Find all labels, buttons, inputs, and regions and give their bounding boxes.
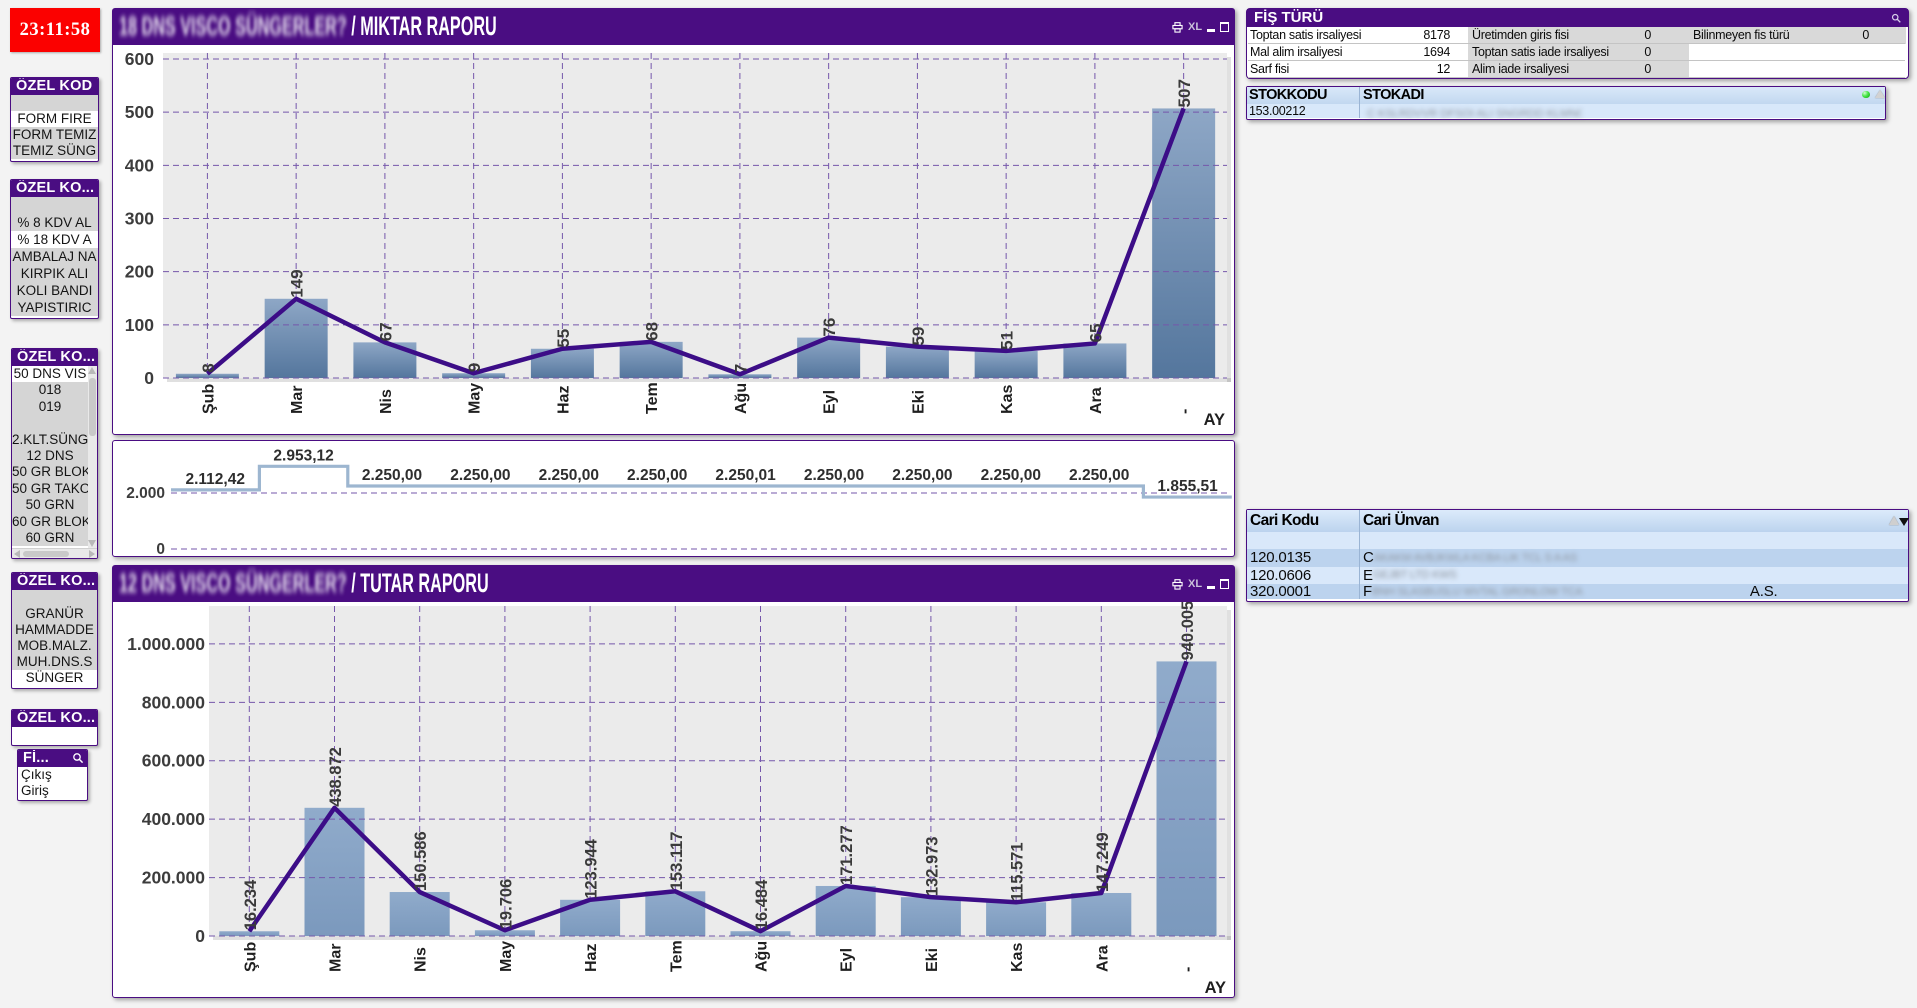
svg-text:AY: AY [1204,411,1225,429]
svg-text:132.973: 132.973 [923,837,941,897]
svg-text:67: 67 [376,322,395,341]
svg-text:2.250,00: 2.250,00 [804,467,864,484]
svg-text:Nis: Nis [413,947,430,972]
svg-text:123.944: 123.944 [583,838,601,898]
svg-text:-: - [1177,409,1194,414]
svg-text:0: 0 [156,541,165,555]
svg-text:200: 200 [125,262,154,282]
svg-text:Tem: Tem [644,382,661,414]
svg-text:147.249: 147.249 [1094,832,1112,892]
svg-text:2.000: 2.000 [126,485,165,502]
svg-text:1.855,51: 1.855,51 [1157,478,1218,495]
svg-text:May: May [467,383,484,414]
svg-text:600: 600 [125,49,154,69]
svg-text:Kas: Kas [999,385,1016,414]
svg-text:Kas: Kas [1009,943,1026,972]
svg-text:2.250,00: 2.250,00 [892,467,952,484]
svg-text:940.005: 940.005 [1179,602,1197,660]
svg-text:Mar: Mar [289,386,306,414]
svg-text:16.234: 16.234 [242,879,260,930]
svg-text:Mar: Mar [328,944,345,972]
svg-text:200.000: 200.000 [142,868,206,888]
svg-text:8: 8 [199,363,218,372]
svg-text:2.250,00: 2.250,00 [362,467,422,484]
svg-text:Şub: Şub [200,384,217,414]
svg-text:May: May [498,941,515,972]
svg-text:Ağu: Ağu [754,941,771,972]
svg-text:Eyl: Eyl [839,948,856,972]
svg-text:600.000: 600.000 [142,751,206,771]
svg-text:65: 65 [1086,324,1105,343]
svg-text:Haz: Haz [583,944,600,972]
svg-text:149: 149 [288,269,307,297]
svg-text:Eyl: Eyl [822,390,839,414]
svg-text:1.000.000: 1.000.000 [127,634,205,654]
svg-text:150.586: 150.586 [412,831,430,891]
svg-text:2.250,01: 2.250,01 [715,467,776,484]
svg-text:2.250,00: 2.250,00 [1069,467,1129,484]
svg-text:100: 100 [125,315,154,335]
svg-text:2.250,00: 2.250,00 [539,467,599,484]
svg-text:51: 51 [998,331,1017,350]
svg-text:Ağu: Ağu [733,383,750,414]
svg-text:400: 400 [125,155,154,175]
svg-text:Eki: Eki [910,390,927,414]
svg-text:-: - [1180,967,1197,972]
svg-text:153.117: 153.117 [668,832,686,891]
svg-text:400.000: 400.000 [142,809,206,829]
svg-text:76: 76 [820,318,839,337]
svg-text:Nis: Nis [378,389,395,414]
svg-text:AY: AY [1205,979,1226,996]
svg-text:55: 55 [554,329,573,348]
svg-text:2.250,00: 2.250,00 [627,467,687,484]
svg-text:800.000: 800.000 [142,692,206,712]
svg-text:2.250,00: 2.250,00 [981,467,1041,484]
svg-text:Eki: Eki [924,948,941,972]
svg-text:0: 0 [144,368,154,388]
svg-text:171.277: 171.277 [838,825,856,885]
svg-text:500: 500 [125,102,154,122]
svg-text:438.872: 438.872 [327,747,345,807]
svg-text:507: 507 [1175,79,1194,107]
svg-text:Tem: Tem [668,940,685,972]
svg-text:300: 300 [125,209,154,229]
svg-text:9: 9 [465,363,484,372]
svg-text:2.250,00: 2.250,00 [450,467,510,484]
svg-text:Haz: Haz [555,386,572,414]
svg-text:16.484: 16.484 [753,879,771,930]
svg-text:Şub: Şub [242,942,259,972]
svg-text:68: 68 [643,322,662,341]
svg-text:Ara: Ara [1088,387,1105,414]
svg-text:2.112,42: 2.112,42 [185,471,244,488]
svg-text:59: 59 [909,327,928,346]
svg-text:115.571: 115.571 [1009,843,1027,902]
svg-text:0: 0 [195,926,205,946]
svg-text:7: 7 [731,364,750,373]
svg-text:2.953,12: 2.953,12 [273,447,333,464]
svg-text:Ara: Ara [1094,945,1111,972]
svg-text:19.706: 19.706 [497,879,515,929]
